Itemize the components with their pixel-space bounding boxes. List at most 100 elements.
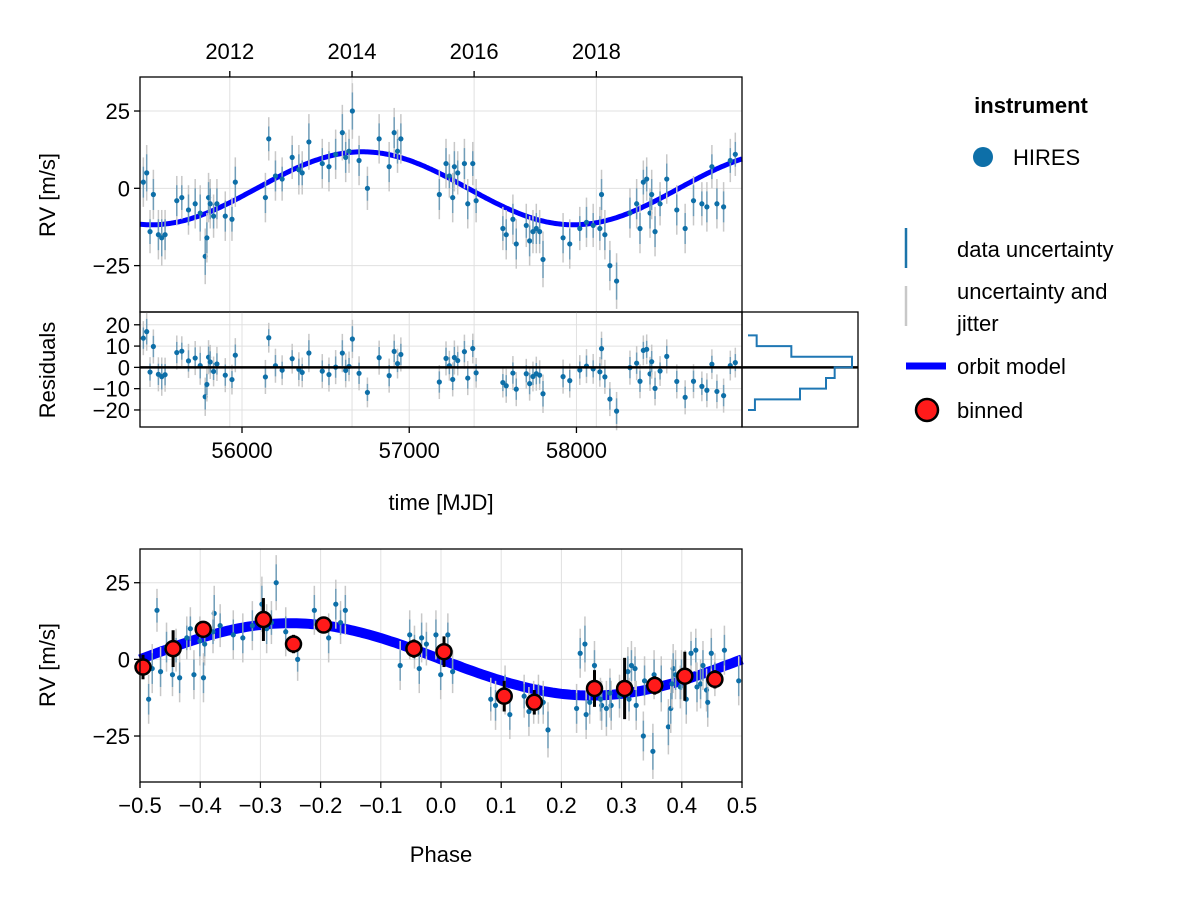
residual-point [709,361,715,367]
rv-data-point [540,256,546,263]
phase-data-point [200,675,207,681]
phase-data-point [240,635,246,641]
legend-data-uncertainty-label: data uncertainty [957,237,1114,262]
rv-data-point [721,204,727,210]
rv-data-point [210,213,217,219]
rv-data-point [598,191,605,198]
phase-data-point [597,696,604,702]
rv-data-point [530,229,536,235]
phase-data-point [628,662,635,669]
rv-data-point [690,198,697,204]
residual-point [704,387,710,393]
residual-point [376,355,382,361]
rv-data-point [473,198,479,204]
residual-point [144,329,150,335]
ytick-label: 25 [106,571,130,596]
binned-point [314,616,333,634]
residual-point [513,386,519,392]
rv-data-point [214,201,220,207]
binned-point [284,635,303,653]
binned-point [525,693,544,712]
residual-point [657,368,663,374]
rv-data-point [155,232,161,238]
histogram-frame [741,311,859,428]
phase-data-point [488,696,494,702]
ytick-label: 10 [106,334,130,359]
residual-point [147,369,153,375]
phase-data-point [591,662,598,669]
phase-data-point [154,607,160,613]
xtick-label: 0.4 [667,793,698,818]
residual-point [465,375,471,381]
rv-data-point [523,222,529,229]
residual-point [450,376,456,383]
year-tick-label: 2012 [205,39,254,64]
residual-point [339,350,345,356]
rv-data-point [446,173,452,179]
ytick-label: 0 [118,176,130,201]
year-tick-label: 2014 [328,39,377,64]
residual-point [436,379,442,385]
rv-data-point [590,222,596,229]
residual-point [455,357,461,364]
residual-point [503,383,509,389]
phase-data-point [587,699,593,705]
rv-data-point [144,170,150,176]
rv-data-point [465,201,471,207]
residual-point [232,352,238,358]
phase-data-point [433,632,439,638]
phase-data-point [708,650,714,656]
rv-data-point [346,148,352,154]
phase-data-point [337,619,344,626]
rv-data-point [232,179,238,185]
rv-data-point [732,151,738,157]
phase-data-point [295,656,301,662]
phase-data-point [688,650,694,656]
rv-data-point [229,216,235,222]
phase-data-point [640,733,646,739]
phase-data-point [184,635,190,641]
rv-data-point [333,151,339,157]
rv-data-point [296,167,302,173]
residuals-data [140,312,742,431]
phase-data-point [423,641,429,647]
rv-data-point [510,216,516,222]
residual-point [613,408,620,414]
binned-point [645,676,664,695]
phase-data-point [311,607,317,613]
residual-point [500,379,506,386]
xtick-label: −0.1 [359,793,402,818]
ytick-label: 0 [118,355,130,380]
residual-point [185,358,192,364]
residuals-histogram [742,334,858,411]
rv-data-point [356,157,362,164]
phase-data-point [669,681,675,687]
residual-point [391,348,397,355]
rv-phase-panel: −25 0 25 −0.5 −0.4 −0.3 −0.2 −0.1 0.0 0.1 0.2 0.3 0… [35,548,757,867]
residual-point [649,359,655,365]
phase-data-point [526,708,532,715]
rv-data-point [159,235,165,241]
phase-data-point [577,650,583,656]
residual-point [204,381,210,388]
phase-data-point [545,727,551,733]
rv-data-point [682,225,688,232]
phase-data-point [603,705,610,712]
binned-point [254,610,273,629]
phase-data-point [625,669,631,675]
rv-data-point [364,185,371,191]
binned-point [706,670,724,689]
rv-data-point [634,201,640,207]
rv-data-point [533,225,539,232]
phase-data-point [450,669,456,675]
phase-data-point [583,711,589,718]
phase-data-point [694,684,700,690]
residual-point [356,370,362,376]
residual-point [560,374,566,380]
rv-data-point [602,232,608,238]
residual-point [222,372,228,378]
rv-data-point [443,160,449,167]
rv-time-data [139,83,743,309]
xtick-label: −0.3 [239,793,282,818]
